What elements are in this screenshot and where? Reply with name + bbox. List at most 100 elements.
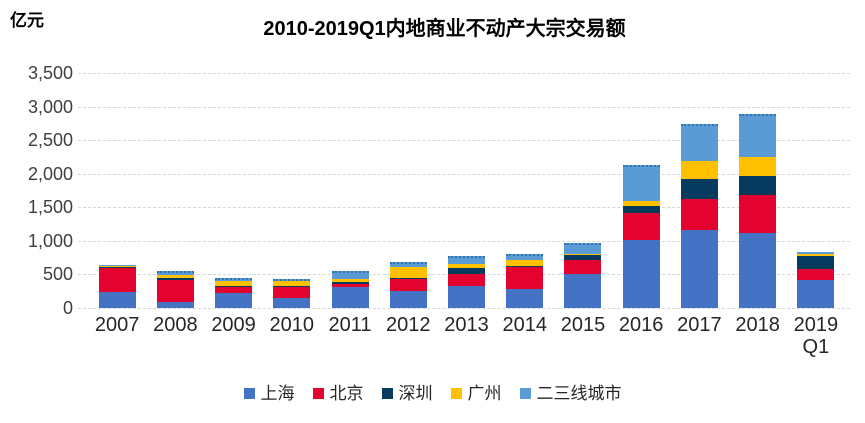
bar-segment-深圳-2014 (506, 265, 544, 268)
bar-segment-北京-2018 (739, 195, 777, 233)
bar-segment-北京-2013 (448, 273, 485, 287)
bar-segment-深圳-2011 (331, 282, 369, 285)
x-axis-tick-line: Q1 (802, 336, 830, 358)
x-axis-tick-line: 2017 (677, 314, 722, 336)
x-axis-tick-line: 2011 (328, 314, 372, 336)
y-axis-tick-label: 3,000 (27, 96, 73, 117)
x-axis-tick-line: 2016 (618, 314, 664, 336)
bar-segment-上海-2018 (739, 232, 777, 308)
bar-segment-二三线城市-2013 (448, 255, 485, 264)
x-axis-tick-label: 2009 (204, 314, 262, 336)
bar-segment-二三线城市-2016 (622, 164, 660, 201)
gridline (78, 73, 850, 74)
bar-segment-北京-2007 (98, 267, 136, 292)
y-axis-tick-label: 0 (62, 298, 73, 318)
x-axis-tick-line: 2007 (94, 314, 140, 336)
gridline (78, 173, 850, 175)
bar-segment-广州-2013 (448, 263, 485, 269)
gridline (78, 140, 850, 142)
legend-swatch-icon (450, 388, 462, 399)
legend-item-北京: 北京 (312, 384, 364, 403)
x-axis-tick-label: 2018 (729, 314, 787, 336)
bar-segment-北京-2015 (564, 259, 602, 275)
bar-segment-北京-2016 (622, 213, 660, 240)
legend-label: 上海 (260, 384, 295, 403)
x-axis-tick-label: 2010 (263, 314, 321, 336)
legend-item-广州: 广州 (450, 385, 502, 402)
bar-segment-广州-2014 (506, 259, 544, 266)
bar-segment-北京-2009 (215, 286, 253, 294)
bar-segment-深圳-2018 (739, 175, 777, 196)
x-axis-tick-label: 2016 (612, 314, 670, 336)
gridline (78, 106, 850, 108)
legend-item-二三线城市: 二三线城市 (519, 384, 622, 403)
y-axis-unit-label: 亿元 (10, 11, 44, 30)
x-axis-tick-label: 2015 (554, 314, 612, 336)
y-axis-tick-label: 2,500 (27, 130, 73, 151)
x-axis-tick-line: 2015 (560, 314, 606, 336)
bar-segment-上海-2017 (680, 230, 718, 308)
bar-segment-北京-2008 (156, 280, 194, 302)
bar-segment-广州-2015 (564, 254, 602, 255)
bar-segment-上海-2007 (98, 291, 136, 308)
gridline (78, 308, 850, 309)
x-axis-tick-line: 2018 (735, 314, 780, 336)
bar-segment-二三线城市-2018 (739, 113, 777, 158)
bar-segment-上海-2015 (564, 274, 602, 308)
legend-swatch-icon (381, 388, 393, 399)
bar-segment-二三线城市-2012 (389, 262, 427, 268)
bar-segment-北京-2011 (331, 284, 369, 288)
bar-segment-二三线城市-2008 (156, 271, 194, 276)
bar-segment-广州-2009 (215, 281, 253, 286)
y-axis-tick-label: 500 (42, 264, 73, 285)
bar-segment-广州-2017 (680, 160, 718, 180)
bar-segment-上海-2009 (215, 293, 253, 308)
x-axis-tick-label: 2012 (379, 314, 437, 336)
x-axis-tick-line: 2014 (502, 314, 547, 336)
x-axis-tick-label: 2019 Q1 (787, 314, 845, 358)
bar-segment-上海-2014 (506, 288, 544, 308)
y-axis-tick-label: 1,000 (27, 230, 73, 251)
legend-swatch-icon (243, 388, 255, 399)
bar-segment-广州-2018 (739, 157, 777, 176)
bar-segment-广州-2007 (98, 265, 136, 268)
y-axis-tick-label: 1,500 (27, 197, 73, 218)
bar-segment-上海-2011 (331, 287, 369, 308)
y-axis-tick-label: 3,500 (27, 63, 73, 83)
x-axis-tick-label: 2017 (670, 314, 728, 336)
bar-segment-二三线城市-2014 (506, 254, 544, 260)
legend: 上海 北京 深圳 广州 二三线城市 (0, 385, 865, 402)
x-axis-tick-line: 2009 (211, 314, 256, 336)
bar-segment-广州-2019 (797, 253, 835, 257)
bar-segment-上海-2010 (273, 298, 311, 308)
bar-segment-上海-2019 (797, 279, 835, 308)
bar-segment-北京-2019 (797, 269, 835, 280)
bar-segment-广州-2008 (156, 275, 194, 279)
chart-title: 2010-2019Q1内地商业不动产大宗交易额 (263, 18, 626, 40)
x-axis-tick-label: 2014 (496, 314, 554, 336)
legend-label: 二三线城市 (536, 384, 622, 403)
legend-swatch-icon (312, 388, 324, 399)
bar-segment-二三线城市-2009 (215, 278, 253, 282)
bar-segment-上海-2016 (622, 239, 660, 308)
bar-segment-深圳-2016 (622, 205, 660, 214)
legend-label: 北京 (329, 384, 364, 403)
x-axis-tick-label: 2011 (321, 314, 379, 336)
x-axis-tick-label: 2013 (437, 314, 495, 336)
bar-segment-北京-2010 (273, 286, 311, 299)
bar-segment-深圳-2019 (797, 256, 835, 270)
bar-segment-深圳-2009 (215, 285, 253, 287)
x-axis-tick-line: 2013 (444, 314, 489, 336)
bar-segment-广州-2010 (273, 281, 311, 286)
x-axis-tick-line: 2010 (269, 314, 315, 336)
bar-segment-深圳-2010 (273, 285, 311, 287)
bar-segment-深圳-2017 (680, 179, 718, 200)
legend-item-深圳: 深圳 (381, 385, 433, 402)
legend-swatch-icon (519, 388, 531, 399)
bar-segment-二三线城市-2007 (98, 264, 136, 266)
bar-segment-广州-2016 (622, 200, 660, 206)
bar-segment-深圳-2015 (564, 254, 602, 260)
bar-segment-上海-2008 (156, 301, 194, 308)
x-axis-tick-line: 2008 (153, 314, 198, 336)
